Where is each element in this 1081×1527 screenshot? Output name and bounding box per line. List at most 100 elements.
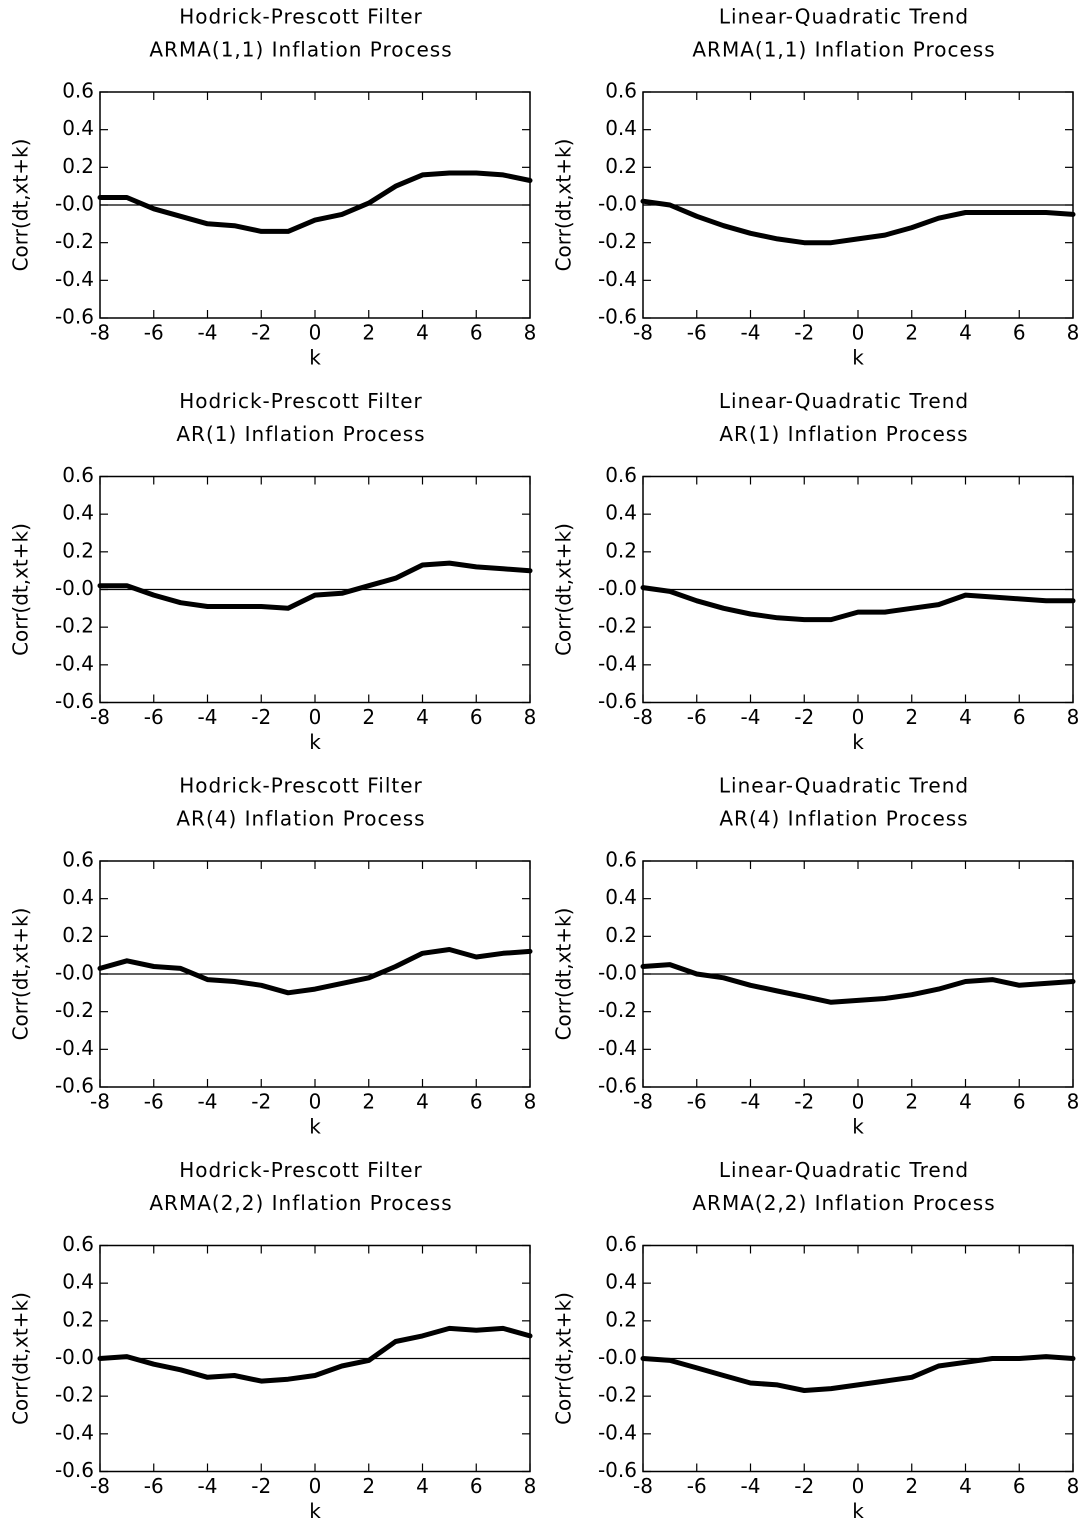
x-axis-label: k <box>309 346 321 370</box>
y-tick-label: 0.4 <box>605 1270 637 1294</box>
y-tick-label: 0.2 <box>62 538 94 562</box>
x-tick-label: -4 <box>741 321 761 345</box>
x-tick-label: 8 <box>1067 321 1080 345</box>
x-tick-label: -4 <box>198 1090 218 1114</box>
y-tick-label: -0.2 <box>598 1383 637 1407</box>
y-tick-label: -0.6 <box>598 305 637 329</box>
x-tick-label: 6 <box>470 1474 483 1498</box>
x-tick-label: 0 <box>852 321 865 345</box>
y-tick-label: 0.2 <box>62 923 94 947</box>
x-tick-label: -4 <box>198 1474 218 1498</box>
x-tick-label: 6 <box>1013 321 1026 345</box>
x-tick-label: 0 <box>309 705 322 729</box>
data-line <box>640 1354 1076 1393</box>
x-tick-label: -4 <box>741 1474 761 1498</box>
x-tick-label: 8 <box>1067 705 1080 729</box>
x-axis-label: k <box>852 730 864 754</box>
y-tick-label: -0.2 <box>55 614 94 638</box>
chart-title: Hodrick-Prescott Filter <box>179 5 423 29</box>
y-axis-label: Corr(dt,xt+k) <box>552 1292 576 1425</box>
y-axis-label: Corr(dt,xt+k) <box>9 523 33 656</box>
x-axis-label: k <box>852 346 864 370</box>
y-tick-label: -0.4 <box>598 651 637 675</box>
x-tick-label: -8 <box>90 321 110 345</box>
y-axis-label: Corr(dt,xt+k) <box>9 1292 33 1425</box>
chart-title: Linear-Quadratic Trend <box>719 5 969 29</box>
data-line <box>97 560 533 611</box>
y-tick-label: -0.2 <box>598 229 637 253</box>
chart-title: Linear-Quadratic Trend <box>719 774 969 798</box>
y-tick-label: -0.0 <box>55 1345 94 1369</box>
chart-title: Hodrick-Prescott Filter <box>179 1158 423 1182</box>
chart-title: Linear-Quadratic Trend <box>719 1158 969 1182</box>
x-tick-label: -2 <box>794 1474 814 1498</box>
y-tick-label: -0.2 <box>598 614 637 638</box>
y-tick-label: -0.4 <box>598 1420 637 1444</box>
chart-subtitle: ARMA(1,1) Inflation Process <box>692 38 995 62</box>
x-tick-label: 0 <box>309 1474 322 1498</box>
y-tick-label: -0.4 <box>55 1420 94 1444</box>
x-tick-label: 8 <box>524 321 537 345</box>
y-tick-label: 0.2 <box>605 538 637 562</box>
x-tick-label: -6 <box>687 321 707 345</box>
x-tick-label: 2 <box>905 321 918 345</box>
x-tick-label: -6 <box>144 1474 164 1498</box>
x-tick-label: -6 <box>144 321 164 345</box>
y-tick-label: -0.6 <box>598 689 637 713</box>
y-tick-label: 0.4 <box>605 885 637 909</box>
x-axis-label: k <box>309 1115 321 1139</box>
y-tick-label: -0.4 <box>55 651 94 675</box>
y-tick-label: 0.4 <box>62 501 94 525</box>
y-axis-label: Corr(dt,xt+k) <box>552 908 576 1041</box>
y-tick-label: 0.2 <box>62 1307 94 1331</box>
chart-title: Hodrick-Prescott Filter <box>179 774 423 798</box>
x-tick-label: 4 <box>416 1474 429 1498</box>
x-tick-label: 0 <box>309 321 322 345</box>
x-tick-label: -8 <box>633 1090 653 1114</box>
x-tick-label: 2 <box>362 1474 375 1498</box>
x-tick-label: -8 <box>633 705 653 729</box>
x-tick-label: 6 <box>1013 1474 1026 1498</box>
y-tick-label: -0.6 <box>55 305 94 329</box>
x-tick-label: -2 <box>251 1090 271 1114</box>
x-tick-label: 6 <box>1013 1090 1026 1114</box>
y-tick-label: -0.2 <box>598 998 637 1022</box>
x-tick-label: -6 <box>687 1474 707 1498</box>
y-tick-label: -0.2 <box>55 1383 94 1407</box>
chart-subtitle: AR(1) Inflation Process <box>176 422 425 446</box>
x-tick-label: -4 <box>198 705 218 729</box>
x-tick-label: 8 <box>524 1090 537 1114</box>
chart-subtitle: ARMA(2,2) Inflation Process <box>692 1191 995 1215</box>
x-tick-label: -2 <box>251 705 271 729</box>
x-tick-label: 0 <box>309 1090 322 1114</box>
data-line <box>97 170 533 234</box>
y-tick-label: -0.0 <box>598 961 637 985</box>
x-tick-label: -4 <box>741 1090 761 1114</box>
y-tick-label: -0.0 <box>598 192 637 216</box>
y-axis-label: Corr(dt,xt+k) <box>552 523 576 656</box>
x-tick-label: -8 <box>90 1090 110 1114</box>
y-axis-label: Corr(dt,xt+k) <box>9 908 33 1041</box>
chart-subtitle: AR(4) Inflation Process <box>719 807 968 831</box>
x-tick-label: 2 <box>905 1474 918 1498</box>
x-tick-label: 6 <box>1013 705 1026 729</box>
y-tick-label: -0.0 <box>55 961 94 985</box>
x-tick-label: 8 <box>524 705 537 729</box>
y-tick-label: 0.6 <box>605 1232 637 1256</box>
x-tick-label: 4 <box>959 1474 972 1498</box>
x-axis-label: k <box>309 1499 321 1523</box>
y-tick-label: 0.6 <box>62 463 94 487</box>
x-tick-label: 4 <box>416 1090 429 1114</box>
x-tick-label: 4 <box>959 705 972 729</box>
x-tick-label: -8 <box>90 705 110 729</box>
x-tick-label: -8 <box>90 1474 110 1498</box>
x-tick-label: 2 <box>362 321 375 345</box>
x-tick-label: 0 <box>852 705 865 729</box>
chart-title: Hodrick-Prescott Filter <box>179 389 423 413</box>
x-tick-label: 4 <box>416 705 429 729</box>
x-tick-label: -2 <box>794 1090 814 1114</box>
chart-subtitle: AR(4) Inflation Process <box>176 807 425 831</box>
y-tick-label: -0.2 <box>55 998 94 1022</box>
y-tick-label: 0.4 <box>605 116 637 140</box>
y-tick-label: 0.4 <box>62 116 94 140</box>
